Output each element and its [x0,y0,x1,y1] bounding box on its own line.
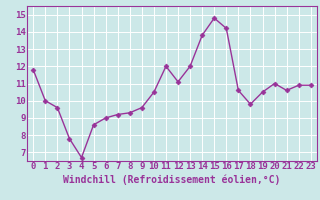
X-axis label: Windchill (Refroidissement éolien,°C): Windchill (Refroidissement éolien,°C) [63,174,281,185]
